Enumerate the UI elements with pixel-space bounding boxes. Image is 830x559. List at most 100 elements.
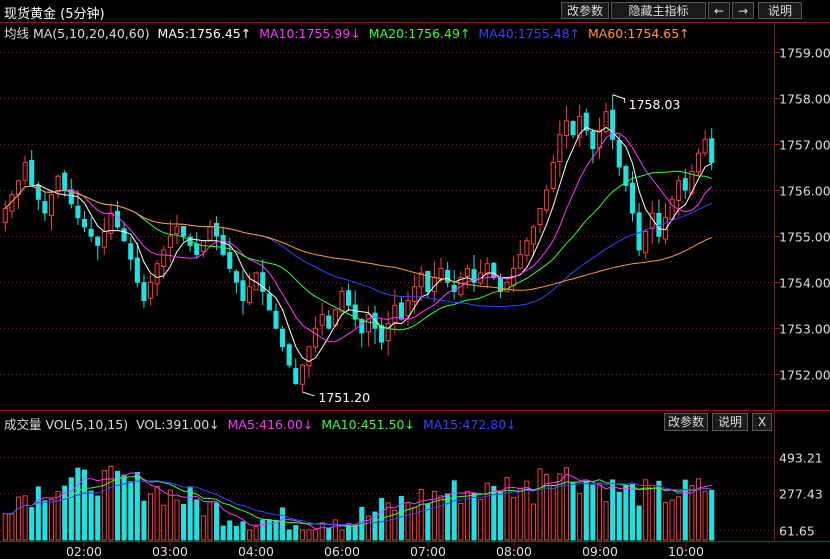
- volume-bar-down: [471, 493, 477, 541]
- vol-legend-label: 成交量 VOL(5,10,15): [4, 417, 129, 432]
- candle-down: [293, 368, 299, 385]
- volume-bar-down: [570, 481, 576, 541]
- volume-bar-down: [293, 525, 299, 541]
- time-tick-label: 10:00: [668, 544, 704, 559]
- candle-down: [62, 172, 68, 191]
- volume-bar-down: [623, 484, 629, 541]
- candle-down: [81, 219, 88, 228]
- price-axis-labels: 1759.00 1758.00 1757.00 1756.00 1755.00 1754.…: [779, 46, 830, 383]
- volume-bar-down: [379, 497, 385, 541]
- vol-close-button[interactable]: X: [752, 413, 772, 431]
- candle-down: [709, 138, 715, 163]
- candle-down: [583, 112, 589, 131]
- params-button[interactable]: 改参数: [561, 2, 609, 19]
- volume-bar-up: [101, 470, 107, 541]
- volume-bar-up: [154, 485, 160, 541]
- volume-bar-up: [392, 509, 398, 541]
- candle-up: [101, 231, 107, 248]
- ma20-line: [4, 170, 712, 331]
- time-tick-label: 08:00: [496, 544, 532, 559]
- vol-ma5-value: MA5:416.00↓: [227, 417, 314, 432]
- volume-bar-down: [359, 506, 365, 541]
- volume-bar-up: [524, 480, 530, 541]
- volume-bar-down: [240, 521, 246, 541]
- volume-bar-down: [610, 479, 616, 541]
- volume-bar-down: [709, 489, 715, 541]
- volume-bar-up: [702, 490, 708, 541]
- volume-tick-label: 61.65: [779, 524, 815, 539]
- candle-down: [352, 304, 358, 320]
- volume-bar-up: [689, 485, 695, 541]
- volume-bar-up: [458, 502, 464, 541]
- volume-bar-up: [405, 502, 411, 541]
- price-tick-label: 1755.00: [779, 230, 830, 245]
- candle-up: [147, 281, 154, 299]
- volume-bar-down: [141, 500, 147, 541]
- candle-up: [563, 120, 570, 137]
- time-tick-label: 04:00: [238, 544, 274, 559]
- candle-up: [299, 364, 305, 385]
- candle-down: [266, 293, 272, 311]
- hide-indicator-button[interactable]: 隐藏主指标: [611, 2, 706, 19]
- volume-bar-up: [695, 478, 702, 541]
- help-button[interactable]: 说明: [758, 2, 802, 19]
- candle-down: [491, 262, 497, 279]
- price-tick-label: 1757.00: [779, 138, 830, 153]
- ma5-line: [4, 126, 712, 363]
- volume-bar-down: [286, 529, 292, 541]
- candle-up: [550, 161, 556, 189]
- vol-help-button[interactable]: 说明: [712, 413, 748, 431]
- volume-bar-up: [22, 495, 28, 541]
- left-arrow-icon[interactable]: ←: [708, 2, 730, 19]
- candle-up: [511, 267, 517, 286]
- candle-up: [55, 175, 61, 192]
- volume-bar-down: [656, 480, 662, 541]
- candle-up: [200, 240, 206, 252]
- chart-title: 现货黄金 (5分钟): [4, 7, 105, 22]
- price-tick-label: 1752.00: [779, 368, 830, 383]
- candle-up: [48, 194, 55, 216]
- price-tick-label: 1756.00: [779, 184, 830, 199]
- candle-down: [114, 210, 121, 228]
- candle-down: [451, 285, 457, 292]
- candle-up: [339, 290, 345, 313]
- price-tick-label: 1758.00: [779, 92, 830, 107]
- time-tick-label: 09:00: [582, 544, 618, 559]
- candle-up: [154, 263, 160, 285]
- volume-bar-up: [319, 522, 325, 541]
- candle-up: [418, 272, 424, 288]
- candle-up: [530, 226, 536, 245]
- volume-bar-up: [306, 529, 312, 541]
- volume-bar-down: [75, 467, 81, 541]
- candle-down: [181, 226, 187, 237]
- candle-up: [306, 346, 312, 367]
- volume-bar-up: [48, 498, 55, 541]
- candle-down: [425, 270, 431, 292]
- vol-params-button[interactable]: 改参数: [664, 413, 708, 431]
- candle-up: [662, 217, 669, 240]
- candle-down: [471, 269, 477, 283]
- candle-up: [167, 235, 173, 248]
- candle-down: [227, 252, 233, 269]
- volume-bar-up: [108, 465, 114, 541]
- volume-bar-up: [2, 513, 8, 541]
- volume-bar-up: [537, 468, 543, 541]
- volume-bar-up: [557, 473, 563, 541]
- volume-bar-up: [412, 506, 418, 541]
- volume-bar-down: [95, 495, 101, 541]
- candle-up: [676, 180, 682, 201]
- time-tick-label: 07:00: [410, 544, 446, 559]
- candle-down: [445, 269, 451, 283]
- candle-up: [22, 161, 28, 181]
- candle-up: [524, 240, 530, 256]
- candle-down: [95, 236, 101, 246]
- right-arrow-icon[interactable]: →: [732, 2, 754, 19]
- candle-up: [313, 327, 319, 348]
- volume-bar-down: [35, 486, 41, 541]
- vol-ma15-value: MA15:472.80↓: [422, 417, 517, 432]
- volume-ma-lines: [5, 472, 712, 530]
- candle-up: [577, 115, 583, 138]
- candle-down: [372, 312, 378, 329]
- volume-bar-down: [372, 511, 378, 541]
